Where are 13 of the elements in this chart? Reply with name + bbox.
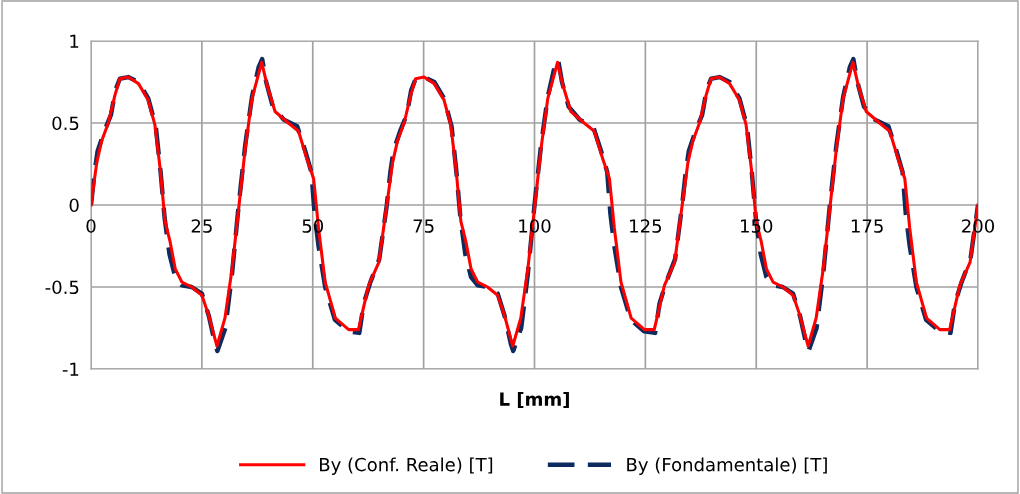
legend-label: By (Fondamentale) [T] [627, 457, 827, 475]
y-tick-label: -1 [62, 362, 79, 376]
legend-label: By (Conf. Reale) [T] [320, 457, 493, 475]
y-tick-label: 1 [70, 34, 79, 48]
x-tick-label: 125 [630, 219, 662, 233]
x-tick-label: 175 [851, 219, 883, 233]
x-axis-title: L [mm] [500, 391, 569, 409]
y-tick-label: 0 [69, 198, 79, 213]
x-tick-label: 75 [413, 219, 434, 233]
y-tick-label: -0.5 [45, 280, 79, 295]
x-tick-label: 0 [86, 219, 96, 233]
y-tick-label: 0.5 [52, 116, 79, 131]
x-tick-label: 25 [191, 219, 212, 233]
